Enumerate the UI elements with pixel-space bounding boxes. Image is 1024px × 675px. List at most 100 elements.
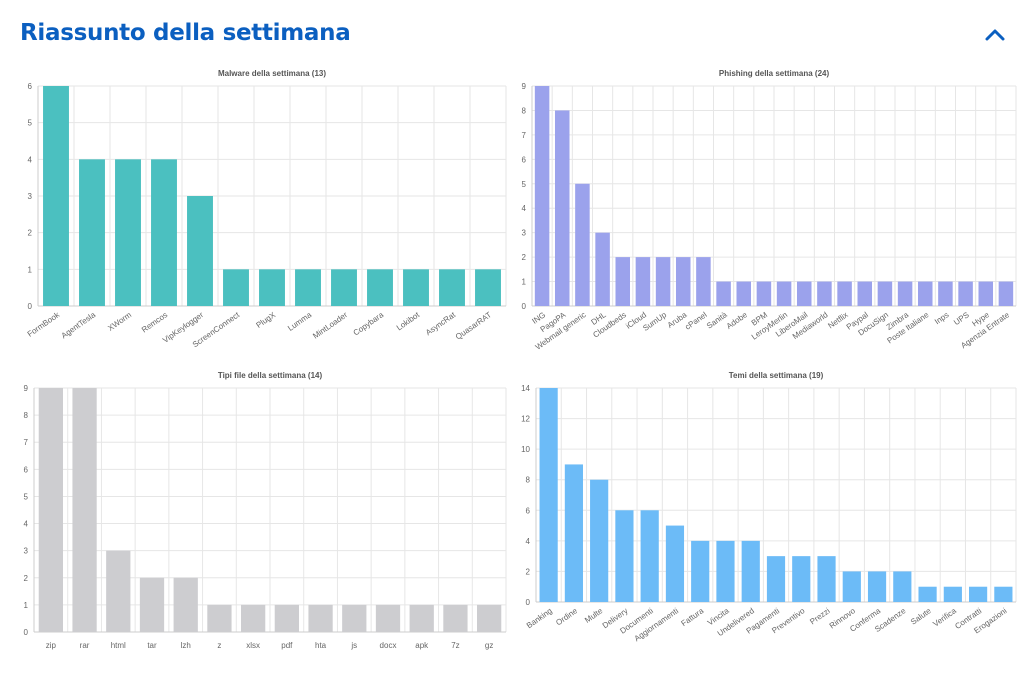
- bar[interactable]: [796, 281, 812, 306]
- bar[interactable]: [539, 388, 558, 602]
- x-tick-label: Sanità: [705, 310, 729, 331]
- x-tick-label: zip: [46, 641, 57, 650]
- bar[interactable]: [367, 269, 393, 306]
- bar[interactable]: [994, 586, 1013, 602]
- bar[interactable]: [106, 550, 131, 632]
- bar[interactable]: [615, 510, 634, 602]
- x-tick-label: tar: [147, 641, 157, 650]
- bar[interactable]: [640, 510, 659, 602]
- bar[interactable]: [893, 571, 912, 602]
- y-tick-label: 9: [522, 82, 527, 91]
- bar[interactable]: [259, 269, 285, 306]
- bar[interactable]: [716, 540, 735, 602]
- bar[interactable]: [842, 571, 861, 602]
- x-tick-label: Salute: [909, 606, 933, 627]
- bar[interactable]: [151, 159, 177, 306]
- bar[interactable]: [308, 604, 333, 632]
- bar[interactable]: [969, 586, 988, 602]
- chart-title: Temi della settimana (19): [729, 371, 824, 380]
- malware-chart: Malware della settimana (13) 0 1 2 3 4 5 6 FormB…: [26, 69, 507, 349]
- bar[interactable]: [590, 479, 609, 602]
- y-tick-label: 3: [28, 192, 33, 201]
- x-tick-label: AgentTesla: [60, 310, 98, 340]
- x-tick-label: XWorm: [106, 310, 133, 333]
- bar[interactable]: [867, 571, 887, 602]
- bar[interactable]: [665, 525, 685, 602]
- y-tick-label: 5: [24, 492, 29, 501]
- bar[interactable]: [917, 281, 933, 306]
- chart-title: Tipi file della settimana (14): [218, 371, 323, 380]
- y-tick-label: 3: [24, 547, 29, 556]
- bar[interactable]: [274, 604, 299, 632]
- page-title: Riassunto della settimana: [20, 20, 351, 46]
- bar[interactable]: [696, 257, 711, 306]
- collapse-button[interactable]: [980, 22, 1010, 48]
- bar[interactable]: [331, 269, 357, 306]
- bar[interactable]: [958, 281, 973, 306]
- bar[interactable]: [554, 110, 570, 306]
- bar[interactable]: [675, 257, 691, 306]
- x-tick-label: Ordine: [554, 606, 579, 627]
- y-tick-label: 0: [28, 302, 33, 311]
- bar[interactable]: [38, 388, 63, 632]
- y-tick-label: 5: [28, 119, 33, 128]
- x-tick-label: xlsx: [246, 641, 260, 650]
- bar[interactable]: [837, 281, 852, 306]
- bar[interactable]: [375, 604, 401, 632]
- bar[interactable]: [43, 86, 69, 306]
- bar[interactable]: [766, 556, 786, 602]
- bar[interactable]: [877, 281, 893, 306]
- bar[interactable]: [403, 269, 429, 306]
- bar[interactable]: [223, 269, 249, 306]
- bar[interactable]: [978, 281, 994, 306]
- bar[interactable]: [756, 281, 772, 306]
- bar[interactable]: [439, 269, 465, 306]
- phishing-chart: Phishing della settimana (24) 0 1 2 3 4 5 6 7 8 9 I…: [522, 69, 1017, 352]
- bar[interactable]: [655, 257, 671, 306]
- bar[interactable]: [475, 269, 501, 306]
- bar[interactable]: [115, 159, 141, 306]
- y-tick-label: 12: [521, 415, 530, 424]
- bar[interactable]: [79, 159, 105, 306]
- x-tick-label: z: [217, 641, 221, 650]
- bar[interactable]: [635, 257, 651, 306]
- y-tick-label: 0: [24, 628, 29, 637]
- bar[interactable]: [564, 464, 583, 602]
- bar[interactable]: [897, 281, 913, 306]
- bar[interactable]: [443, 604, 468, 632]
- file-types-chart: Tipi file della settimana (14) 0 1 2 3 4 5 6 7 8 9…: [24, 371, 507, 650]
- bar[interactable]: [691, 540, 710, 602]
- bar[interactable]: [173, 577, 198, 632]
- bar[interactable]: [736, 281, 752, 306]
- y-tick-label: 8: [522, 106, 527, 115]
- x-tick-label: Copybara: [352, 310, 386, 338]
- bar[interactable]: [918, 586, 937, 602]
- bar[interactable]: [295, 269, 321, 306]
- bar[interactable]: [817, 556, 836, 602]
- y-tick-label: 1: [24, 601, 29, 610]
- bar[interactable]: [207, 604, 232, 632]
- y-tick-label: 1: [522, 278, 527, 287]
- bar[interactable]: [817, 281, 832, 306]
- chart-title: Phishing della settimana (24): [719, 69, 830, 78]
- bar[interactable]: [938, 281, 953, 306]
- bar[interactable]: [342, 604, 367, 632]
- bar[interactable]: [943, 586, 962, 602]
- bar[interactable]: [477, 604, 502, 632]
- bar[interactable]: [575, 183, 590, 306]
- bar[interactable]: [595, 232, 610, 306]
- bar[interactable]: [615, 257, 631, 306]
- bar[interactable]: [534, 86, 550, 306]
- bar[interactable]: [998, 281, 1014, 306]
- bar[interactable]: [792, 556, 811, 602]
- bar[interactable]: [72, 388, 97, 632]
- bar[interactable]: [716, 281, 731, 306]
- bar[interactable]: [187, 196, 213, 306]
- bar[interactable]: [409, 604, 434, 632]
- y-tick-label: 4: [24, 520, 29, 529]
- bar[interactable]: [241, 604, 266, 632]
- bar[interactable]: [857, 281, 873, 306]
- bar[interactable]: [741, 540, 760, 602]
- bar[interactable]: [776, 281, 792, 306]
- bar[interactable]: [139, 577, 165, 632]
